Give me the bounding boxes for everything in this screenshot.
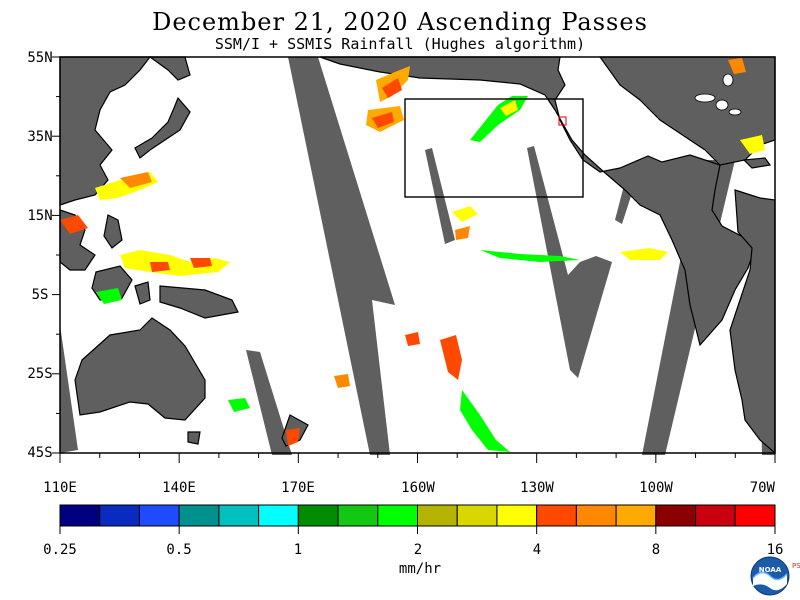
new-guinea — [159, 285, 239, 319]
lat-labels: 55N 35N 15N 5S 25S 45S — [27, 50, 52, 461]
lon-label: 130W — [520, 480, 554, 496]
colorbar-label: 0.25 — [43, 542, 77, 558]
asia-mainland — [59, 56, 152, 206]
colorbar-swatch — [655, 504, 697, 527]
lake-erie — [728, 108, 742, 116]
colorbar-label: 4 — [533, 542, 541, 558]
lake-superior — [694, 93, 716, 103]
highlight-box — [404, 98, 584, 198]
colorbar-swatch — [297, 504, 339, 527]
colorbar-label: 2 — [414, 542, 422, 558]
colorbar-swatch — [377, 504, 418, 527]
lakes — [694, 73, 742, 116]
colorbar-swatch — [178, 504, 220, 527]
swath-4 — [425, 148, 455, 244]
psl-mark: PSL — [792, 562, 800, 570]
sulawesi — [134, 281, 151, 305]
map-area — [59, 56, 776, 455]
lon-label: 70W — [750, 480, 776, 496]
page-title: December 21, 2020 Ascending Passes — [152, 8, 648, 36]
colorbar-label: 8 — [652, 542, 660, 558]
lon-label: 100W — [639, 480, 673, 496]
philippines — [103, 214, 123, 249]
swath-1 — [60, 325, 78, 453]
colorbar-swatch — [536, 504, 577, 527]
lon-label: 160W — [401, 480, 435, 496]
axis-ticks — [52, 56, 776, 463]
colorbar-labels: 0.25 0.5 1 2 4 8 16 — [43, 542, 783, 558]
lon-labels: 110E 140E 170E 160W 130W 100W 70W — [43, 480, 775, 496]
colorbar-label: 0.5 — [166, 542, 191, 558]
americas — [319, 56, 756, 347]
colorbar-swatch — [258, 504, 299, 527]
colorbar-swatch — [59, 504, 101, 527]
colorbar-swatch — [456, 504, 498, 527]
lake-michigan — [715, 99, 729, 111]
colorbar-units: mm/hr — [398, 561, 442, 577]
colorbar-swatch — [138, 504, 180, 527]
tasmania — [187, 431, 201, 445]
colorbar-swatch — [695, 504, 736, 527]
lon-label: 110E — [43, 480, 77, 496]
colorbar — [59, 504, 776, 534]
colorbar-label: 1 — [294, 542, 302, 558]
lat-label: 5S — [32, 287, 49, 303]
lat-label: 45S — [27, 445, 52, 461]
hudson-bay-edge — [722, 73, 734, 87]
noaa-logo-icon: NOAA — [750, 556, 790, 596]
colorbar-swatch — [99, 504, 140, 527]
colorbar-swatch — [734, 504, 776, 527]
red-marker — [558, 116, 567, 126]
japan — [134, 96, 191, 159]
swath-5 — [527, 146, 612, 378]
lat-label: 25S — [27, 366, 52, 382]
australia — [74, 317, 206, 421]
colorbar-swatch — [417, 504, 458, 527]
swath-3 — [288, 57, 395, 455]
colorbar-swatch — [575, 504, 617, 527]
colorbar-label: 16 — [767, 542, 784, 558]
page-subtitle: SSM/I + SSMIS Rainfall (Hughes algorithm… — [214, 35, 586, 53]
lat-label: 15N — [27, 208, 52, 224]
colorbar-swatch — [496, 504, 538, 527]
swath-2 — [246, 350, 292, 455]
logo-text: NOAA — [759, 566, 782, 574]
lat-label: 35N — [27, 129, 52, 145]
lat-label: 55N — [27, 50, 52, 66]
colorbar-swatch — [337, 504, 379, 527]
rainfall-areas — [60, 58, 765, 452]
colorbar-swatch — [218, 504, 260, 527]
caribbean — [742, 157, 772, 169]
colorbar-swatch — [615, 504, 657, 527]
lon-label: 170E — [281, 480, 315, 496]
lon-label: 140E — [162, 480, 196, 496]
